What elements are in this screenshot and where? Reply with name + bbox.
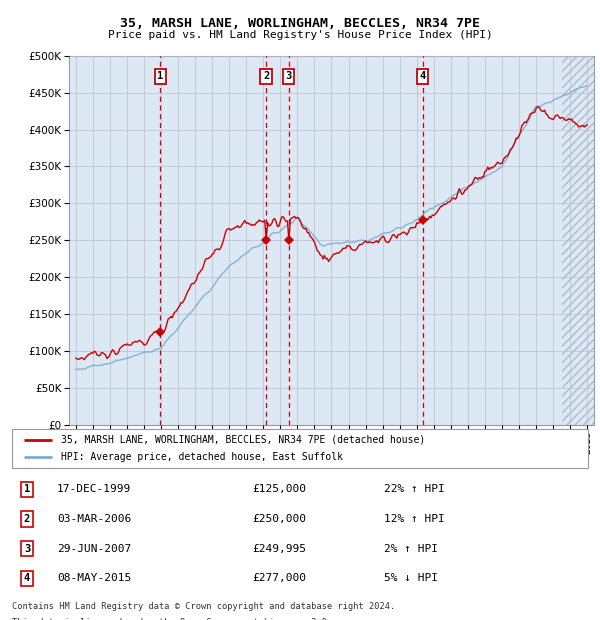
Text: HPI: Average price, detached house, East Suffolk: HPI: Average price, detached house, East… (61, 452, 343, 462)
Text: 17-DEC-1999: 17-DEC-1999 (57, 484, 131, 494)
Text: 5% ↓ HPI: 5% ↓ HPI (384, 574, 438, 583)
Text: 2: 2 (24, 514, 30, 524)
Text: 2% ↑ HPI: 2% ↑ HPI (384, 544, 438, 554)
Text: 4: 4 (24, 574, 30, 583)
Text: 3: 3 (286, 71, 292, 81)
Text: 03-MAR-2006: 03-MAR-2006 (57, 514, 131, 524)
Text: £249,995: £249,995 (252, 544, 306, 554)
Text: Contains HM Land Registry data © Crown copyright and database right 2024.: Contains HM Land Registry data © Crown c… (12, 602, 395, 611)
Text: 12% ↑ HPI: 12% ↑ HPI (384, 514, 445, 524)
Text: Price paid vs. HM Land Registry's House Price Index (HPI): Price paid vs. HM Land Registry's House … (107, 30, 493, 40)
FancyBboxPatch shape (12, 429, 588, 468)
Text: 1: 1 (24, 484, 30, 494)
Text: 4: 4 (419, 71, 426, 81)
Text: 29-JUN-2007: 29-JUN-2007 (57, 544, 131, 554)
Text: 35, MARSH LANE, WORLINGHAM, BECCLES, NR34 7PE: 35, MARSH LANE, WORLINGHAM, BECCLES, NR3… (120, 17, 480, 30)
Text: 08-MAY-2015: 08-MAY-2015 (57, 574, 131, 583)
Text: £277,000: £277,000 (252, 574, 306, 583)
Text: 35, MARSH LANE, WORLINGHAM, BECCLES, NR34 7PE (detached house): 35, MARSH LANE, WORLINGHAM, BECCLES, NR3… (61, 435, 425, 445)
Text: £125,000: £125,000 (252, 484, 306, 494)
Text: 3: 3 (24, 544, 30, 554)
Text: £250,000: £250,000 (252, 514, 306, 524)
Text: This data is licensed under the Open Government Licence v3.0.: This data is licensed under the Open Gov… (12, 618, 332, 620)
Text: 22% ↑ HPI: 22% ↑ HPI (384, 484, 445, 494)
Text: 1: 1 (157, 71, 163, 81)
Text: 2: 2 (263, 71, 269, 81)
